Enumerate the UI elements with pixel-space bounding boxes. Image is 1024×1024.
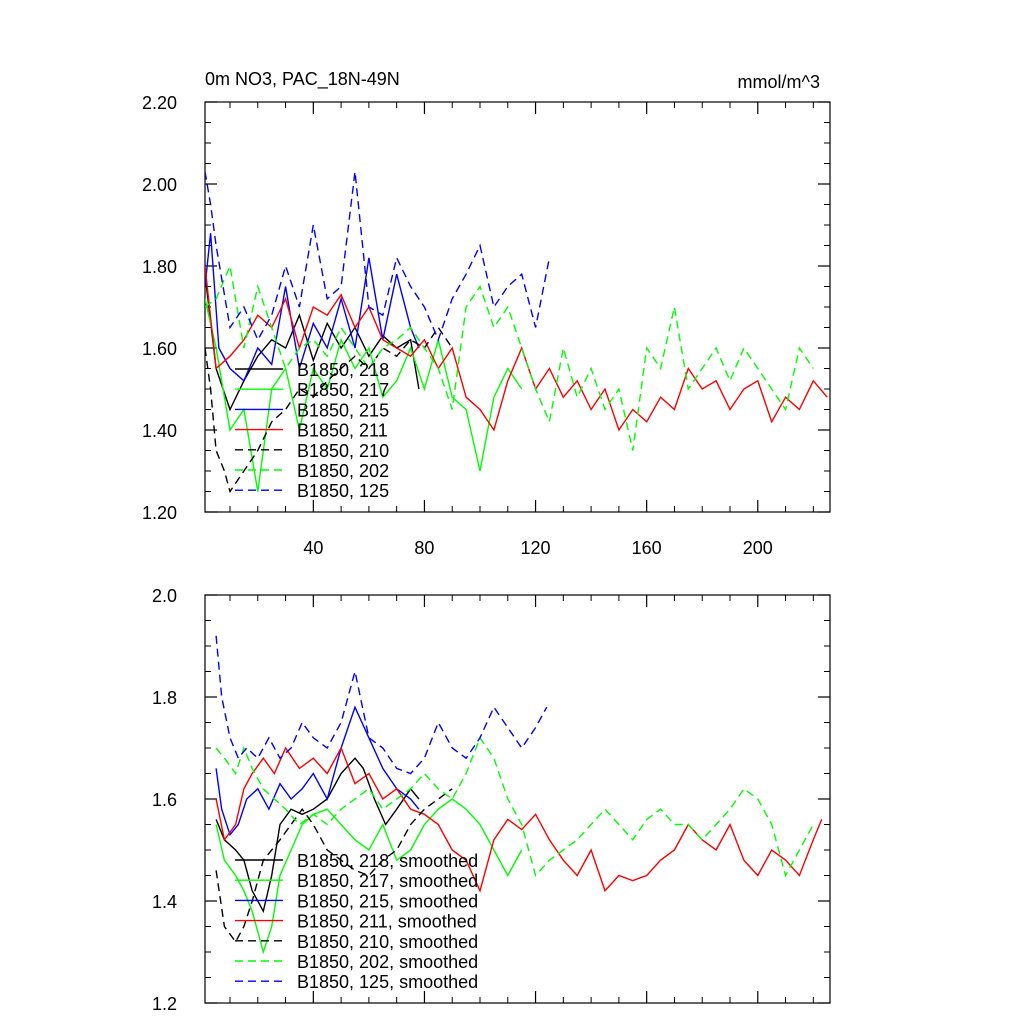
top-chart-title: 0m NO3, PAC_18N-49N — [205, 69, 400, 90]
bottom-legend-label: B1850, 218, smoothed — [297, 851, 478, 871]
top-xtick-label: 200 — [743, 538, 773, 558]
top-xtick-label: 40 — [303, 538, 323, 558]
top-ytick-label: 1.40 — [142, 421, 177, 441]
top-series-line-6 — [205, 263, 814, 451]
top-ytick-label: 1.80 — [142, 257, 177, 277]
top-series-line-4 — [205, 265, 828, 432]
bottom-legend-label: B1850, 211, smoothed — [297, 912, 477, 932]
top-series-line-2 — [205, 298, 523, 492]
top-legend-label: B1850, 211 — [297, 421, 388, 441]
bottom-legend-label: B1850, 125, smoothed — [297, 972, 478, 992]
top-series-line-7 — [205, 171, 551, 342]
top-xtick-label: 80 — [414, 538, 434, 558]
bottom-series-line-4 — [215, 746, 823, 893]
bottom-series-line-1 — [215, 757, 420, 914]
top-legend-label: B1850, 217 — [297, 380, 389, 400]
bottom-legend-label: B1850, 215, smoothed — [297, 891, 478, 911]
bottom-series-group — [215, 635, 823, 955]
top-legend-label: B1850, 218 — [297, 360, 389, 380]
bottom-series-line-5 — [215, 788, 453, 944]
bottom-legend-label: B1850, 217, smoothed — [297, 871, 478, 891]
top-legend-label: B1850, 210 — [297, 441, 389, 461]
bottom-series-line-6 — [215, 736, 814, 878]
top-xtick-label: 120 — [521, 538, 551, 558]
bottom-ytick-label: 1.6 — [152, 790, 177, 810]
bottom-legend-label: B1850, 210, smoothed — [297, 932, 478, 952]
bottom-ytick-label: 1.4 — [152, 892, 177, 912]
top-series-group — [205, 171, 828, 494]
bottom-series-line-7 — [215, 635, 548, 775]
top-legend-label: B1850, 215 — [297, 400, 389, 420]
bottom-ytick-label: 2.0 — [152, 586, 177, 606]
top-series-line-5 — [205, 326, 453, 494]
bottom-series-line-3 — [215, 705, 420, 837]
bottom-ytick-label: 1.8 — [152, 688, 177, 708]
top-legend-label: B1850, 202 — [297, 461, 389, 481]
top-series-line-3 — [205, 233, 420, 382]
top-ytick-label: 1.20 — [142, 503, 177, 523]
top-ytick-label: 2.20 — [142, 93, 177, 113]
top-ytick-label: 1.60 — [142, 339, 177, 359]
bottom-ytick-label: 1.2 — [152, 994, 177, 1014]
top-series-line-1 — [205, 274, 420, 412]
top-panel: 0m NO3, PAC_18N-49N mmol/m^3 1.20 1.40 1.6… — [142, 69, 831, 558]
bottom-series-line-2 — [215, 798, 523, 955]
top-legend-label: B1850, 125 — [297, 481, 389, 501]
bottom-legend-label: B1850, 202, smoothed — [297, 952, 478, 972]
top-chart-units: mmol/m^3 — [738, 72, 820, 92]
top-ytick-label: 2.00 — [142, 175, 177, 195]
top-xtick-label: 160 — [632, 538, 662, 558]
